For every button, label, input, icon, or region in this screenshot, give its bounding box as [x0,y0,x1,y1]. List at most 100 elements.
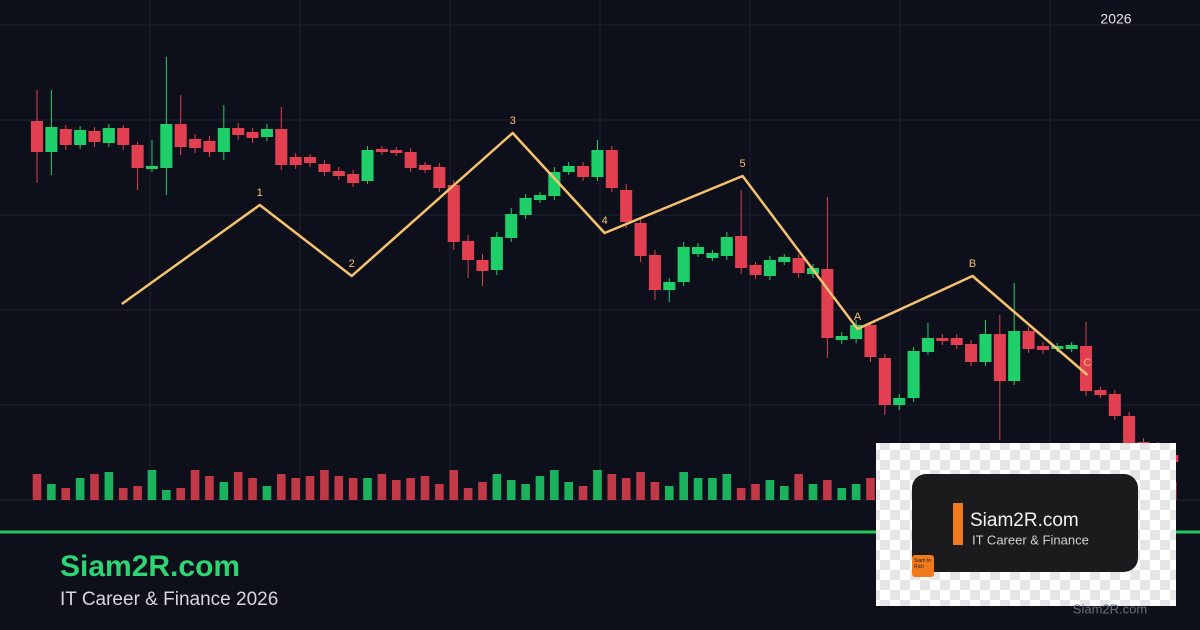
candle-body [763,260,776,276]
candle-body [1080,346,1093,391]
candle-body [921,338,935,352]
candle-body [102,128,115,143]
volume-bar [794,474,803,500]
candle-body [936,338,949,341]
volume-bar [808,484,818,500]
volume-bar [693,478,703,500]
volume-bar [593,470,602,500]
volume-bar [650,482,660,500]
volume-bar [176,488,186,500]
volume-bar [708,478,717,500]
wave-label: 3 [510,115,516,127]
candle-body [318,164,331,172]
volume-bar [751,484,760,500]
volume-bar [262,486,272,500]
candle-body [304,157,317,163]
candle-body [289,157,302,165]
candle-body [45,127,58,152]
volume-bar [305,476,315,500]
volume-bar [492,474,502,500]
logo [912,555,934,577]
wave-label: 4 [602,215,608,227]
candle-body [965,344,978,362]
candle-body [907,351,920,398]
volume-bar [851,484,861,500]
candle-body [88,131,101,142]
candle-body [878,358,891,405]
candle-body [1008,331,1021,381]
candle-body [418,165,432,170]
candle-body [117,128,130,145]
candle-body [160,124,173,168]
candle-body [131,145,144,168]
volume-bar [377,474,387,500]
candle-body [692,247,705,254]
candle-body [404,152,417,168]
candle-body [476,260,489,271]
volume-bar [291,478,300,500]
candle-body [361,150,374,181]
candle-body [1094,390,1107,395]
volume-bar [47,484,56,500]
candle-body [950,338,963,345]
candle-body [735,236,748,268]
volume-bar [348,478,358,500]
candle-body [577,166,590,177]
volume-bar [779,486,789,500]
volume-bar [607,474,617,500]
candle-body [778,257,791,262]
volume-bar [334,476,344,500]
candle-body [275,129,288,165]
volume-bar [219,482,229,500]
candle-body [591,150,604,177]
volume-bar [578,486,588,500]
volume-bar [506,480,516,500]
volume-bar [90,474,99,500]
year-label: 2026 [1100,11,1131,27]
volume-bar [823,480,832,500]
candle-body [347,174,360,183]
logo-text-box: Siam to Rich [914,558,931,570]
candle-body [663,282,676,290]
volume-bar [837,488,847,500]
candle-body [30,121,44,152]
volume-bar [736,488,746,500]
card-accent [953,503,963,545]
brand-subtitle: IT Career & Finance 2026 [60,589,278,610]
volume-bar [521,484,530,500]
volume-bar [420,476,430,500]
volume-bar [61,488,71,500]
candle-body [145,166,159,169]
candle-body [433,167,446,188]
candle-body [562,166,575,172]
volume-bar [866,478,875,500]
grid [0,0,1200,501]
volume-bar [478,482,487,500]
volume-bar [205,476,214,500]
card [912,474,1138,572]
candle-body [462,241,475,260]
candle-body [490,237,503,270]
volume-bar [564,482,574,500]
wave-label: B [969,258,976,270]
volume-bar [133,486,142,500]
volume-bar [765,480,775,500]
candle-body [1123,416,1136,445]
candle-body [893,398,906,405]
brand-title: Siam2R.com [60,550,240,583]
volume-bar [75,478,85,500]
volume-bar [664,486,674,500]
candle-body [979,334,992,362]
candle-body [749,265,762,275]
volume-bar [535,476,545,500]
candle-body [217,128,230,152]
candle-body [993,334,1006,381]
candle-body [720,237,733,256]
candle-body [59,129,72,145]
candle-body [232,128,245,135]
candle-body [519,198,532,215]
volume-bar [636,472,645,500]
volume-bar [550,470,559,500]
wave-label: A [854,311,862,323]
volume-bar [233,472,243,500]
